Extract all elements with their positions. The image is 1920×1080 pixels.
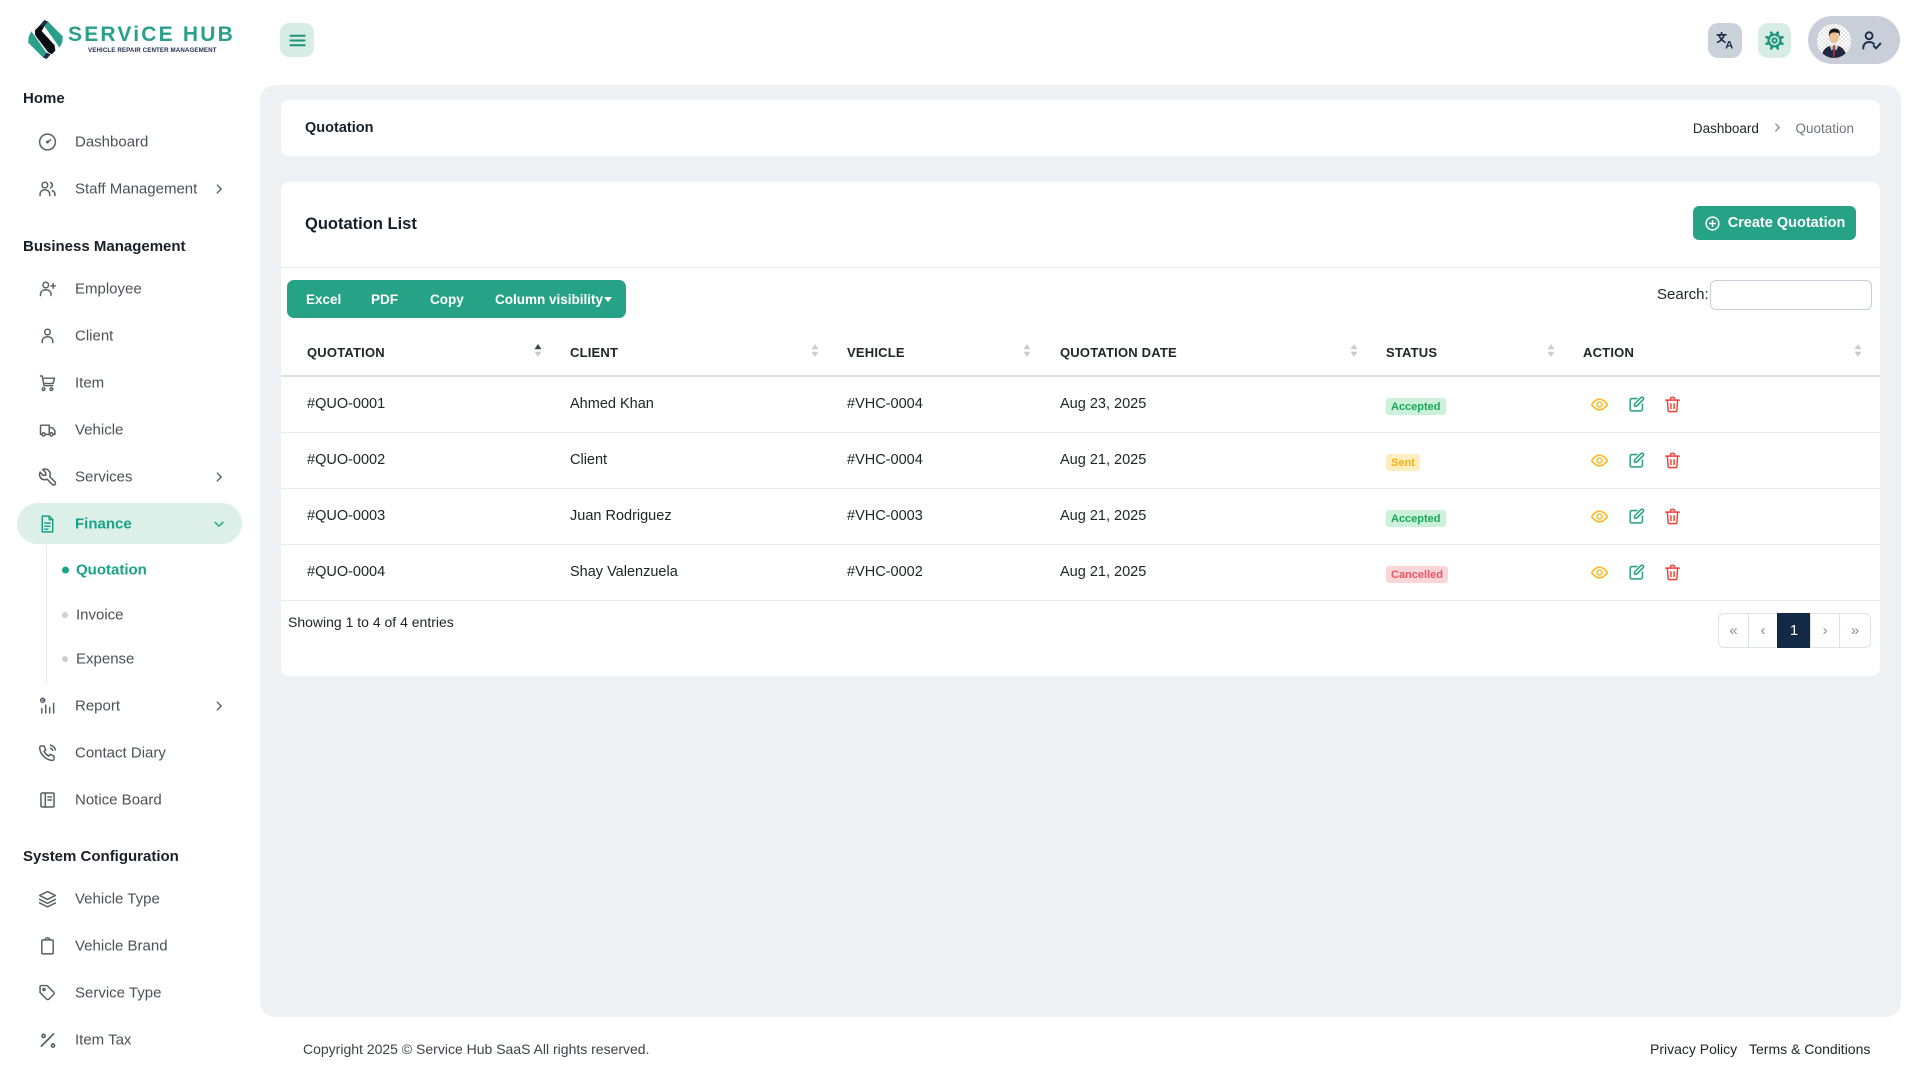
svg-text:A: A xyxy=(1725,39,1733,51)
